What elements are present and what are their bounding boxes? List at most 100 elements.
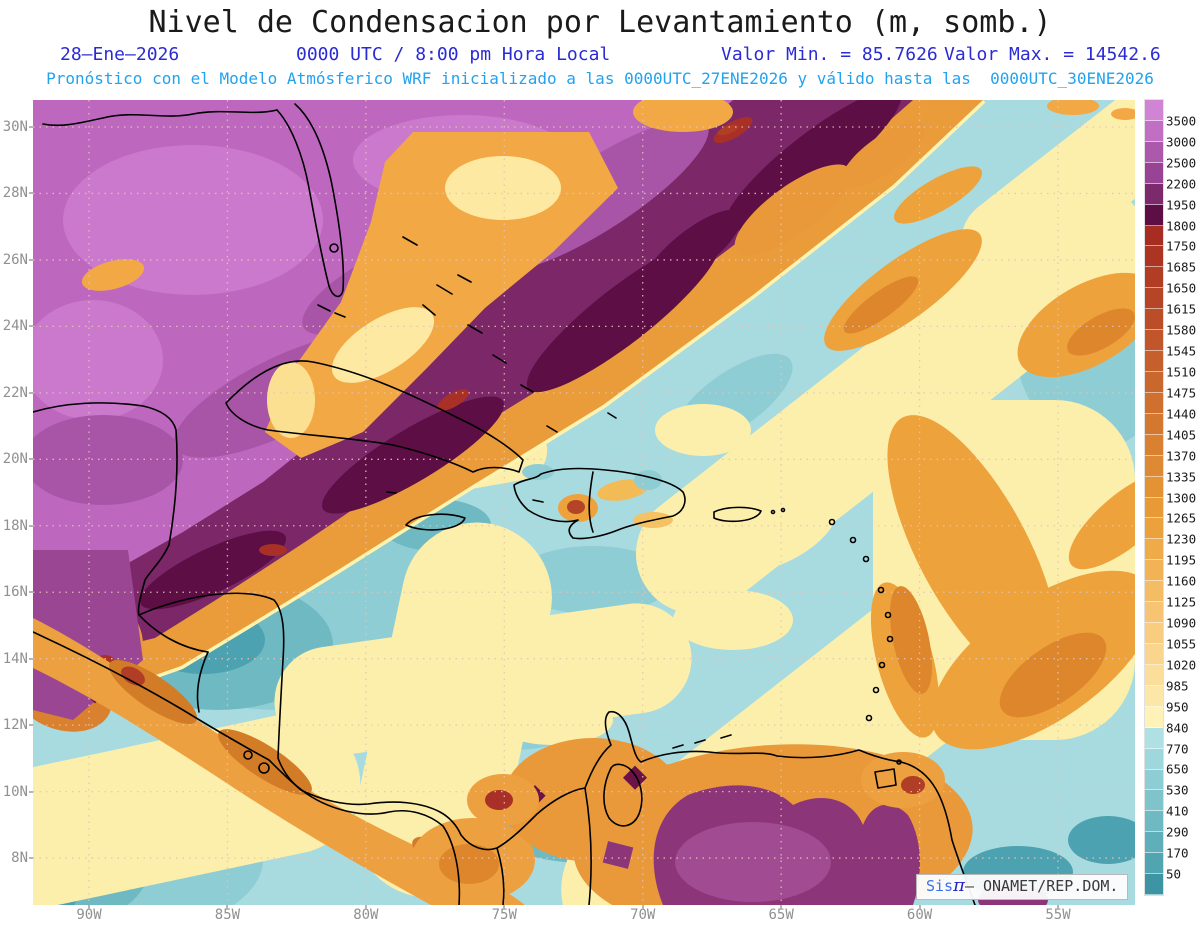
lat-tick bbox=[29, 126, 33, 128]
florida-peninsula bbox=[276, 103, 345, 298]
colorbar-segment bbox=[1145, 811, 1163, 833]
col-border bbox=[496, 847, 505, 905]
colorbar-tick-label: 530 bbox=[1166, 782, 1189, 798]
colorbar-tick-label: 1475 bbox=[1166, 385, 1197, 401]
colorbar-tick-label: 950 bbox=[1166, 699, 1189, 715]
colorbar-segment bbox=[1145, 874, 1163, 896]
colorbar-tick-label: 290 bbox=[1166, 824, 1189, 840]
colorbar-segment bbox=[1145, 100, 1163, 121]
colorbar-segment bbox=[1145, 581, 1163, 603]
lat-tick bbox=[29, 657, 33, 660]
lat-tick bbox=[29, 857, 33, 860]
colorbar-segment bbox=[1145, 413, 1163, 435]
haiti-dr-border bbox=[588, 471, 594, 533]
lon-tick bbox=[780, 905, 783, 909]
colorbar-tick-label: 1950 bbox=[1166, 197, 1197, 213]
colorbar-tick-label: 3500 bbox=[1166, 113, 1197, 129]
lat-tick-label: 18N bbox=[2, 517, 28, 534]
lat-tick-label: 14N bbox=[2, 650, 28, 667]
colorbar-segment bbox=[1145, 267, 1163, 289]
colorbar-tick-label: 1545 bbox=[1166, 343, 1197, 359]
colorbar-segment bbox=[1145, 518, 1163, 540]
lon-tick-label: 55W bbox=[1045, 907, 1071, 923]
atlantic-orange-streaks bbox=[795, 166, 1135, 884]
lon-tick bbox=[641, 905, 644, 909]
maracaibo-lake bbox=[603, 763, 643, 827]
lon-tick bbox=[364, 905, 367, 909]
lat-tick bbox=[29, 591, 33, 594]
yucatan-to-southamerica-coast bbox=[33, 402, 976, 905]
lon-tick-label: 65W bbox=[768, 907, 794, 923]
lat-tick bbox=[29, 192, 33, 195]
lat-tick bbox=[29, 258, 33, 261]
colorbar-segment bbox=[1145, 351, 1163, 372]
colorbar-segment bbox=[1145, 183, 1163, 205]
lat-tick bbox=[29, 325, 33, 328]
colorbar-segment bbox=[1145, 246, 1163, 268]
pacific-coast bbox=[33, 631, 461, 905]
lat-tick bbox=[29, 724, 33, 727]
valid-time: 0000 UTC / 8:00 pm Hora Local bbox=[296, 44, 611, 65]
colorbar-tick-label: 1580 bbox=[1166, 322, 1197, 338]
colorbar-segment bbox=[1145, 309, 1163, 331]
colorbar-segment bbox=[1145, 602, 1163, 624]
colorbar-tick-label: 1230 bbox=[1166, 531, 1197, 547]
colorbar-segment bbox=[1145, 832, 1163, 854]
lat-tick-label: 16N bbox=[2, 584, 28, 601]
colorbar-tick-label: 1090 bbox=[1166, 615, 1197, 631]
coastlines bbox=[33, 103, 976, 905]
colorbar-tick-label: 410 bbox=[1166, 803, 1189, 819]
lake-okeechobee bbox=[329, 243, 339, 253]
lon-tick-label: 85W bbox=[214, 907, 241, 923]
cuba bbox=[225, 360, 524, 473]
lat-tick-label: 30N bbox=[2, 119, 28, 135]
borders-1 bbox=[138, 614, 209, 653]
lat-tick-label: 24N bbox=[2, 318, 28, 335]
lat-tick-label: 10N bbox=[2, 783, 28, 800]
col-ven-border bbox=[584, 787, 592, 905]
lon-tick-label: 60W bbox=[906, 907, 933, 923]
borders-2 bbox=[196, 651, 209, 713]
lat-tick bbox=[29, 391, 33, 394]
colorbar-segment bbox=[1145, 288, 1163, 310]
colorbar-segment bbox=[1145, 330, 1163, 352]
colorbar-segment bbox=[1145, 392, 1163, 414]
colorbar-tick-label: 170 bbox=[1166, 845, 1189, 861]
model-init-line: Pronóstico con el Modelo Atmósferico WRF… bbox=[46, 69, 1154, 88]
lon-tick bbox=[1057, 905, 1059, 909]
lat-tick bbox=[29, 524, 33, 527]
lon-tick bbox=[226, 905, 229, 909]
colorbar-segment bbox=[1145, 371, 1163, 393]
colorbar-tick-label: 1650 bbox=[1166, 280, 1197, 296]
lat-tick-label: 20N bbox=[2, 451, 28, 468]
colorbar-segment bbox=[1145, 685, 1163, 707]
lat-tick bbox=[29, 458, 33, 461]
colorbar-tick-label: 3000 bbox=[1166, 134, 1197, 150]
colorbar-segment bbox=[1145, 853, 1163, 875]
colorbar-segment bbox=[1145, 476, 1163, 498]
lat-tick-label: 26N bbox=[2, 251, 28, 268]
colorbar-tick-label: 1020 bbox=[1166, 657, 1197, 673]
max-value-label: Valor Max. = 14542.6 bbox=[944, 44, 1161, 65]
lon-tick bbox=[503, 905, 506, 909]
colorbar-segment bbox=[1145, 706, 1163, 728]
attribution-badge: Sisπ– ONAMET/REP.DOM. bbox=[916, 874, 1129, 900]
colorbar-tick-label: 985 bbox=[1166, 678, 1189, 694]
colorbar-tick-label: 1335 bbox=[1166, 469, 1197, 485]
colorbar-segment bbox=[1145, 225, 1163, 247]
gulf-coast bbox=[42, 109, 278, 127]
lat-tick-label: 28N bbox=[2, 185, 28, 202]
colorbar-tick-label: 1370 bbox=[1166, 448, 1197, 464]
colorbar-tick-label: 770 bbox=[1166, 741, 1189, 757]
hispaniola bbox=[513, 467, 686, 540]
colorbar-tick-label: 1195 bbox=[1166, 552, 1197, 568]
colorbar-segment bbox=[1145, 204, 1163, 226]
lon-tick-label: 80W bbox=[353, 907, 379, 923]
colorbar-tick-label: 1800 bbox=[1166, 218, 1197, 234]
colorbar-tick-label: 1685 bbox=[1166, 259, 1197, 275]
trinidad bbox=[874, 768, 897, 789]
lon-tick-label: 90W bbox=[76, 907, 102, 923]
darkest-core-stripes bbox=[139, 100, 902, 610]
colorbar-tick-label: 840 bbox=[1166, 720, 1189, 736]
